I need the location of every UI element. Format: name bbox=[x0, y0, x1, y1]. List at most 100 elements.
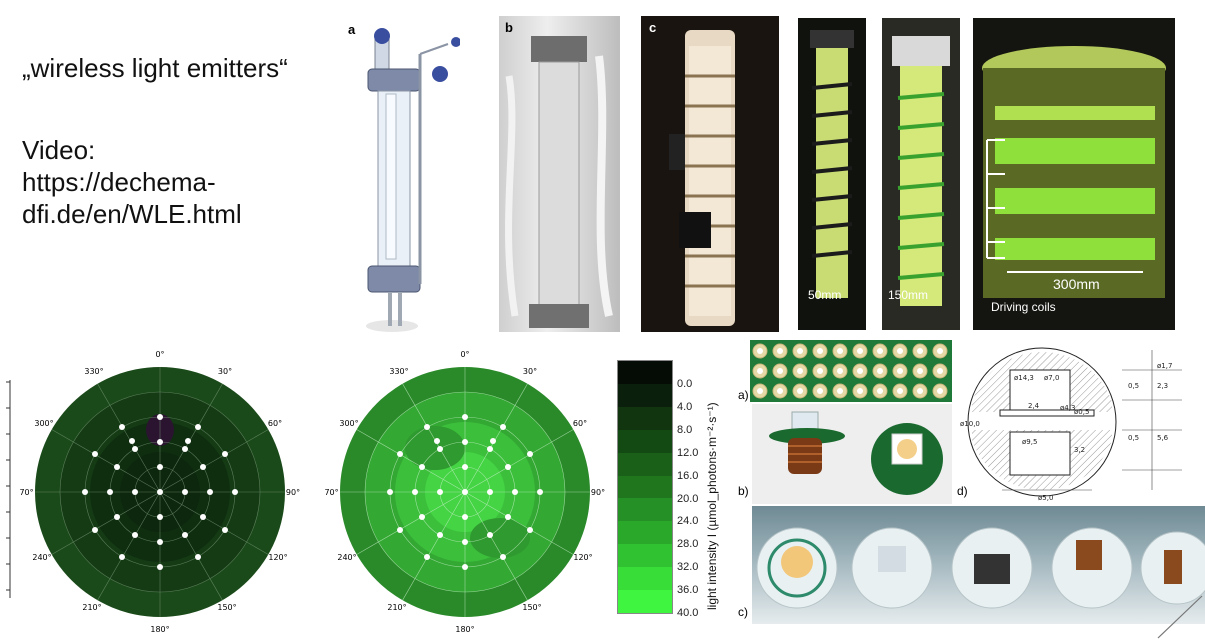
size-label-150mm: 150mm bbox=[888, 288, 929, 302]
dim-label-1: ø14,3 bbox=[1014, 374, 1034, 382]
led-center bbox=[817, 348, 823, 354]
reactor-300mm-svg bbox=[982, 46, 1166, 298]
colorbar-tick-label: 8.0 bbox=[677, 423, 693, 436]
led-center bbox=[777, 388, 783, 394]
led-center bbox=[817, 368, 823, 374]
colorbar-tick-label: 24.0 bbox=[677, 515, 699, 528]
led-center bbox=[797, 368, 803, 374]
dim-label-11: ø1,7 bbox=[1157, 362, 1172, 370]
led-center bbox=[837, 388, 843, 394]
colorbar-cell bbox=[618, 361, 672, 384]
led-center bbox=[857, 388, 863, 394]
polar1-angle-240: 240° bbox=[32, 553, 51, 562]
polar2-angle-300: 300° bbox=[339, 419, 358, 428]
reactor-50mm-svg bbox=[810, 30, 854, 298]
dim-label-7: ø9,5 bbox=[1022, 438, 1037, 446]
colorbar-tick-label: 40.0 bbox=[677, 607, 699, 620]
colorbar-tick-label: 32.0 bbox=[677, 561, 699, 574]
polar2-angle-180: 180° bbox=[455, 625, 474, 634]
polar2-angle-30: 30° bbox=[523, 367, 537, 376]
dim-label-6: ø0,5 bbox=[1074, 408, 1089, 416]
led-center bbox=[837, 368, 843, 374]
polar1-angle-210: 210° bbox=[82, 603, 101, 612]
reactor-photo-c-svg bbox=[669, 30, 735, 326]
colorbar-label: light intensity I (µmol_photons·m⁻²·s⁻¹) bbox=[705, 402, 719, 610]
reactor-photo-b-svg bbox=[505, 36, 613, 328]
colorbar-tick-label: 12.0 bbox=[677, 446, 699, 459]
led-center bbox=[797, 348, 803, 354]
dim-label-3: ø4,3 bbox=[1060, 404, 1075, 412]
dim-label-12: 2,3 bbox=[1157, 382, 1168, 390]
reactor-photo-300mm: 300mm Driving coils bbox=[973, 18, 1175, 330]
technical-drawing-svg: ø14,3 ø7,0 ø4,3 2,4 ø10,0 ø0,5 ø9,5 3,2 … bbox=[960, 347, 1182, 502]
colorbar-cell bbox=[618, 521, 672, 545]
dim-label-5: ø10,0 bbox=[960, 420, 980, 428]
colorbar-cell bbox=[618, 383, 672, 407]
led-center bbox=[937, 368, 943, 374]
device-label-b: b) bbox=[738, 484, 749, 498]
colorbar-cell bbox=[618, 452, 672, 476]
polar-plot-bright: 0° 30° 60° 90° 120° 150° 180° 210° 240° … bbox=[325, 350, 605, 634]
driving-coils-label: Driving coils bbox=[991, 300, 1056, 314]
polar1-angle-270: 270° bbox=[20, 488, 34, 497]
led-pcb-svg bbox=[752, 343, 948, 399]
led-center bbox=[857, 368, 863, 374]
led-center bbox=[797, 388, 803, 394]
led-center bbox=[897, 368, 903, 374]
colorbar-cell bbox=[618, 544, 672, 568]
reactor-drawing: a bbox=[340, 14, 460, 334]
colorbar-gradient bbox=[617, 360, 673, 614]
reactor-drawing-svg bbox=[366, 28, 460, 332]
reactor-photo-b: b bbox=[499, 16, 620, 332]
capsules-photo bbox=[752, 506, 1205, 624]
colorbar-tick-label: 16.0 bbox=[677, 469, 699, 482]
led-pcb-strip bbox=[750, 340, 952, 402]
led-center bbox=[757, 348, 763, 354]
dim-label-13: 0,5 bbox=[1128, 382, 1139, 390]
colorbar-cell bbox=[618, 498, 672, 522]
led-center bbox=[857, 348, 863, 354]
polar2-angle-330: 330° bbox=[389, 367, 408, 376]
device-label-d: d) bbox=[957, 484, 968, 498]
polar1-angle-300: 300° bbox=[34, 419, 53, 428]
corner-decoration bbox=[1157, 595, 1203, 639]
colorbar-tick-label: 36.0 bbox=[677, 584, 699, 597]
led-center bbox=[877, 388, 883, 394]
led-center bbox=[937, 348, 943, 354]
led-center bbox=[777, 368, 783, 374]
colorbar: 0.0 4.0 8.0 12.0 16.0 20.0 24.0 28.0 32.0 36.0 40.… bbox=[617, 360, 747, 619]
colorbar-cell bbox=[618, 567, 672, 591]
dim-label-9: 0,5 bbox=[1128, 434, 1139, 442]
device-label-a: a) bbox=[738, 388, 749, 402]
led-center bbox=[777, 348, 783, 354]
led-center bbox=[917, 388, 923, 394]
reactor-photo-150mm: 150mm bbox=[882, 18, 960, 330]
polar1-angle-330: 330° bbox=[84, 367, 103, 376]
polar2-angle-210: 210° bbox=[387, 603, 406, 612]
led-center bbox=[837, 348, 843, 354]
polar2-angle-150: 150° bbox=[522, 603, 541, 612]
polar1-angle-150: 150° bbox=[217, 603, 236, 612]
polar1-angle-90: 90° bbox=[286, 488, 300, 497]
panel-label-b: b bbox=[505, 20, 513, 35]
led-center bbox=[877, 348, 883, 354]
polar-plot-dark: 0° 30° 60° 90° 120° 150° 180° 210° 240° … bbox=[20, 350, 300, 634]
led-center bbox=[917, 348, 923, 354]
size-label-50mm: 50mm bbox=[808, 288, 842, 302]
polar1-angle-120: 120° bbox=[268, 553, 287, 562]
colorbar-cell bbox=[618, 406, 672, 430]
led-center bbox=[757, 388, 763, 394]
led-center bbox=[937, 388, 943, 394]
dim-label-2: ø7,0 bbox=[1044, 374, 1059, 382]
polar2-angle-90: 90° bbox=[591, 488, 605, 497]
polar2-angle-60: 60° bbox=[573, 419, 587, 428]
polar1-angle-60: 60° bbox=[268, 419, 282, 428]
dim-label-14: ø5,0 bbox=[1038, 494, 1053, 502]
led-center bbox=[817, 388, 823, 394]
colorbar-cell bbox=[618, 475, 672, 499]
size-label-300mm: 300mm bbox=[1053, 276, 1100, 292]
led-center bbox=[897, 348, 903, 354]
colorbar-tick-label: 20.0 bbox=[677, 492, 699, 505]
cropped-axis bbox=[6, 380, 11, 598]
dim-label-10: 5,6 bbox=[1157, 434, 1169, 442]
